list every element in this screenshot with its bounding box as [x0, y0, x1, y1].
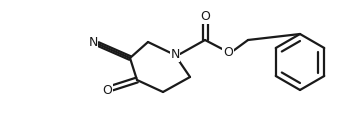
Text: O: O	[223, 46, 233, 59]
Text: O: O	[200, 10, 210, 23]
Text: N: N	[88, 36, 98, 50]
Text: O: O	[102, 83, 112, 96]
Text: N: N	[170, 48, 180, 62]
